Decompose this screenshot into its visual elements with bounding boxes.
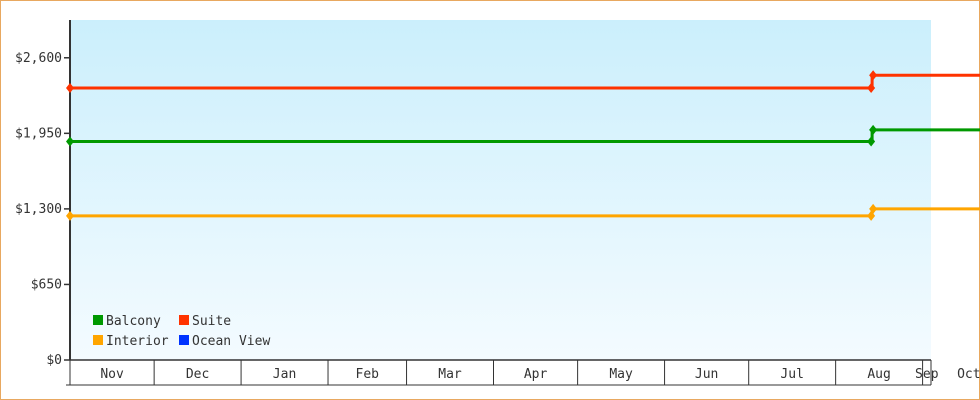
legend-swatch xyxy=(93,315,103,325)
data-point-marker xyxy=(869,203,878,214)
y-tick-label: $2,600 xyxy=(15,51,62,66)
x-tick-label: Jun xyxy=(695,367,718,382)
x-tick-label: Dec xyxy=(186,367,209,382)
x-tick-label: Oct xyxy=(957,367,980,382)
data-point-marker xyxy=(869,70,878,81)
legend-swatch xyxy=(93,335,103,345)
legend-label-interior: Interior xyxy=(106,334,169,349)
x-tick-label: Sep xyxy=(915,367,939,382)
plot-area xyxy=(70,20,931,360)
data-point-marker xyxy=(66,136,74,147)
legend-swatch xyxy=(179,335,189,345)
legend-label-ocean-view: Ocean View xyxy=(192,334,270,349)
legend-label-suite: Suite xyxy=(192,314,231,329)
x-tick-label: Nov xyxy=(100,367,124,382)
x-tick-label: Apr xyxy=(524,367,548,382)
data-point-marker xyxy=(867,136,876,147)
x-tick-label: May xyxy=(609,367,633,382)
legend-label-balcony: Balcony xyxy=(106,314,161,329)
x-tick-label: Jul xyxy=(780,367,803,382)
legend-swatch xyxy=(179,315,189,325)
data-point-marker xyxy=(869,124,878,135)
x-tick-label: Aug xyxy=(867,367,890,382)
y-tick-label: $0 xyxy=(46,353,62,368)
data-point-marker xyxy=(66,210,74,221)
series-line-balcony xyxy=(70,128,980,143)
x-tick-label: Feb xyxy=(356,367,380,382)
x-tick-label: Jan xyxy=(273,367,296,382)
data-point-marker xyxy=(66,83,74,93)
data-point-marker xyxy=(867,83,876,93)
y-tick-label: $1,300 xyxy=(15,202,62,217)
series-line-suite xyxy=(70,73,980,90)
x-tick-label: Mar xyxy=(438,367,462,382)
y-tick-label: $650 xyxy=(31,277,62,292)
y-tick-label: $1,950 xyxy=(15,126,62,141)
